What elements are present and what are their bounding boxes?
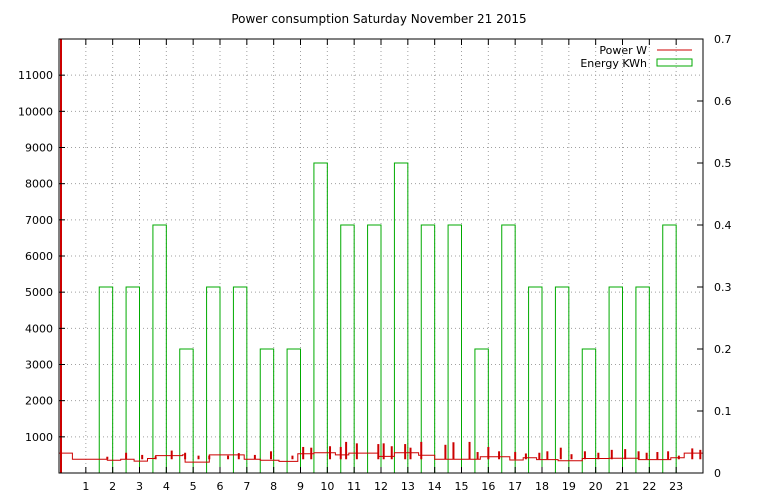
energy-bar <box>528 286 543 474</box>
x-tick-label: 6 <box>217 480 224 493</box>
x-tick-label: 20 <box>589 480 603 493</box>
y-tick-label: 11000 <box>18 69 53 82</box>
energy-bar <box>662 224 677 474</box>
y-tick-label: 5000 <box>25 286 53 299</box>
y2-axis-ticks: 0 0.1 0.2 0.3 0.4 0.5 0.6 0.7 <box>697 33 732 480</box>
y2-tick-label: 0.3 <box>714 281 732 294</box>
energy-bar <box>635 286 650 474</box>
x-axis-ticks: 1 2 3 4 5 6 7 8 9 10 11 12 13 14 15 16 17 18 19 20 21 22 23 <box>82 39 683 493</box>
x-tick-label: 10 <box>320 480 334 493</box>
y-tick-label: 7000 <box>25 214 53 227</box>
x-tick-label: 9 <box>297 480 304 493</box>
x-tick-label: 17 <box>508 480 522 493</box>
energy-bar <box>501 224 516 474</box>
y-axis-ticks: 1000 2000 3000 4000 5000 6000 7000 8000 9000 1000… <box>18 69 65 444</box>
chart-title: Power consumption Saturday November 21 2… <box>231 12 526 26</box>
x-tick-label: 7 <box>243 480 250 493</box>
y2-tick-label: 0.1 <box>714 405 732 418</box>
x-tick-label: 3 <box>136 480 143 493</box>
y2-tick-label: 0.6 <box>714 95 732 108</box>
x-tick-label: 12 <box>374 480 388 493</box>
energy-bar <box>152 224 167 474</box>
energy-bar <box>554 286 570 474</box>
x-tick-label: 19 <box>562 480 576 493</box>
legend: Power W Energy KWh <box>580 44 693 70</box>
energy-bar <box>125 286 141 474</box>
y2-tick-label: 0.4 <box>714 219 732 232</box>
energy-bar <box>447 224 463 474</box>
energy-bar <box>393 162 409 474</box>
x-tick-label: 5 <box>190 480 197 493</box>
energy-bar <box>206 286 221 474</box>
x-tick-label: 2 <box>109 480 116 493</box>
y-tick-label: 6000 <box>25 250 53 263</box>
x-tick-label: 11 <box>347 480 361 493</box>
y2-tick-label: 0 <box>714 467 721 480</box>
x-tick-label: 1 <box>82 480 89 493</box>
x-tick-label: 18 <box>535 480 549 493</box>
y-tick-label: 9000 <box>25 142 53 155</box>
energy-bar <box>608 286 623 474</box>
y-tick-label: 3000 <box>25 359 53 372</box>
energy-bar <box>232 286 248 474</box>
legend-label-energy: Energy KWh <box>580 57 647 70</box>
x-tick-label: 13 <box>401 480 415 493</box>
power-line <box>59 452 703 463</box>
y2-tick-label: 0.7 <box>714 33 732 46</box>
x-tick-label: 23 <box>669 480 683 493</box>
legend-label-power: Power W <box>599 44 647 57</box>
y-tick-label: 8000 <box>25 178 53 191</box>
energy-bar <box>98 286 114 474</box>
energy-bar <box>420 224 436 474</box>
x-tick-label: 14 <box>428 480 442 493</box>
x-tick-label: 15 <box>455 480 469 493</box>
y-tick-label: 1000 <box>25 431 53 444</box>
energy-bar <box>179 348 194 474</box>
y-tick-label: 4000 <box>25 322 53 335</box>
energy-bar <box>340 224 355 474</box>
y2-tick-label: 0.5 <box>714 157 732 170</box>
x-tick-label: 4 <box>163 480 170 493</box>
energy-bar <box>367 224 382 474</box>
x-tick-label: 16 <box>481 480 495 493</box>
x-tick-label: 8 <box>270 480 277 493</box>
energy-bar <box>286 348 302 474</box>
x-tick-label: 22 <box>642 480 656 493</box>
y2-tick-label: 0.2 <box>714 343 732 356</box>
energy-bar <box>313 162 328 474</box>
legend-swatch-energy <box>656 58 693 67</box>
x-tick-label: 21 <box>616 480 630 493</box>
y-tick-label: 10000 <box>18 105 53 118</box>
energy-series <box>98 162 677 474</box>
y-tick-label: 2000 <box>25 395 53 408</box>
